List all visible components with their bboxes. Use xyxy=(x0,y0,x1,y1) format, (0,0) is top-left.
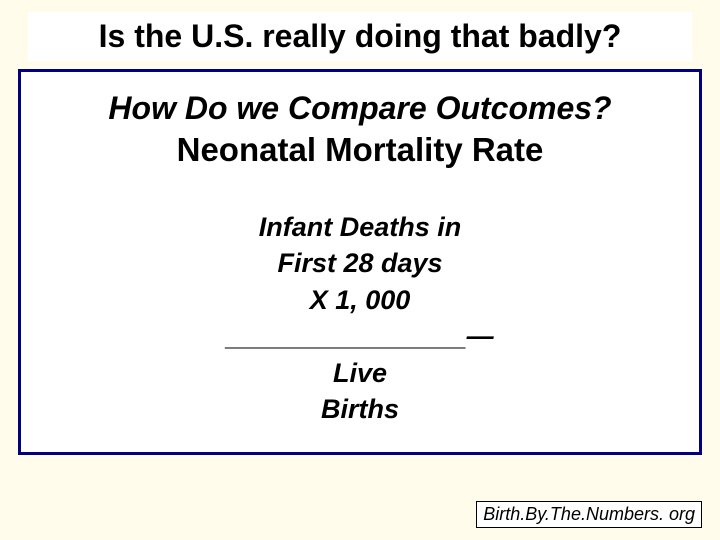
metric-name: Neonatal Mortality Rate xyxy=(41,131,679,169)
numerator-line-3: X 1, 000 xyxy=(41,282,679,318)
denominator-line-2: Births xyxy=(41,391,679,427)
compare-question: How Do we Compare Outcomes? xyxy=(41,90,679,127)
slide-title: Is the U.S. really doing that badly? xyxy=(28,12,692,61)
formula-divider: ________________— xyxy=(41,318,679,354)
numerator-line-1: Infant Deaths in xyxy=(41,209,679,245)
formula: Infant Deaths in First 28 days X 1, 000 … xyxy=(41,209,679,428)
footer-attribution: Birth.By.The.Numbers. org xyxy=(476,501,702,528)
denominator-line-1: Live xyxy=(41,355,679,391)
numerator-line-2: First 28 days xyxy=(41,245,679,281)
content-box: How Do we Compare Outcomes? Neonatal Mor… xyxy=(18,69,702,455)
